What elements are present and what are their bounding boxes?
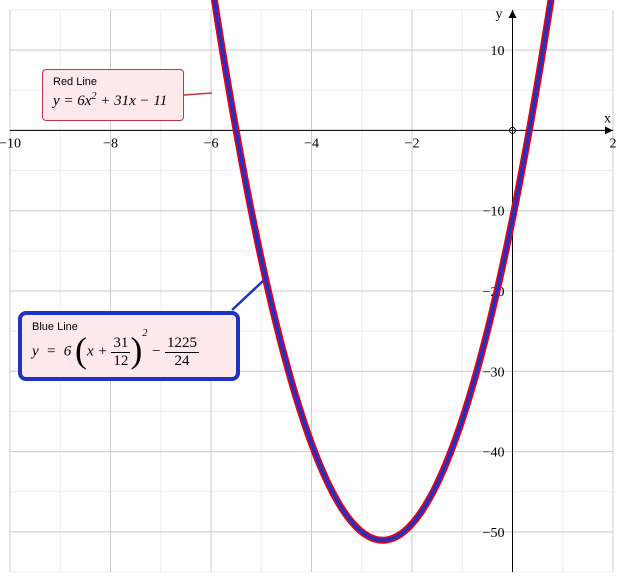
y-tick-label: −40 [483,446,505,461]
x-tick-label: −2 [405,136,420,151]
annotation-red-formula: y = 6x2 + 31x − 11 [53,90,173,112]
y-axis-arrow [509,10,517,18]
x-axis-label: x [604,111,611,126]
x-tick-label: −8 [103,136,118,151]
annotation-red-title: Red Line [53,76,173,88]
blue-curve [206,0,560,540]
annotation-red: Red Line y = 6x2 + 31x − 11 [42,69,184,121]
y-tick-label: −10 [483,205,505,220]
chart-container: −10−8−6−4−2210−10−20−30−40−50xy Red Line… [0,0,623,582]
frac1-den: 12 [111,353,130,370]
x-axis-arrow [605,126,613,134]
annotation-red-leader [184,93,212,95]
annotation-blue-leader [232,281,263,310]
frac2-num: 1225 [165,335,199,353]
frac2-den: 24 [165,353,199,370]
x-tick-label: −4 [304,136,319,151]
annotation-blue-formula: y = 6 (x + 3112)2 − 122524 [32,335,226,369]
frac1-num: 31 [111,335,130,353]
y-axis-label: y [496,7,503,22]
exponent: 2 [142,328,147,339]
x-tick-label: 2 [610,136,617,151]
y-tick-label: −30 [483,365,505,380]
annotation-blue: Blue Line y = 6 (x + 3112)2 − 122524 [18,311,240,381]
annotation-blue-title: Blue Line [32,321,226,333]
x-tick-label: −6 [204,136,219,151]
x-tick-label: −10 [0,136,21,151]
y-tick-label: 10 [491,44,505,59]
y-tick-label: −50 [483,526,505,541]
red-curve [206,0,560,540]
